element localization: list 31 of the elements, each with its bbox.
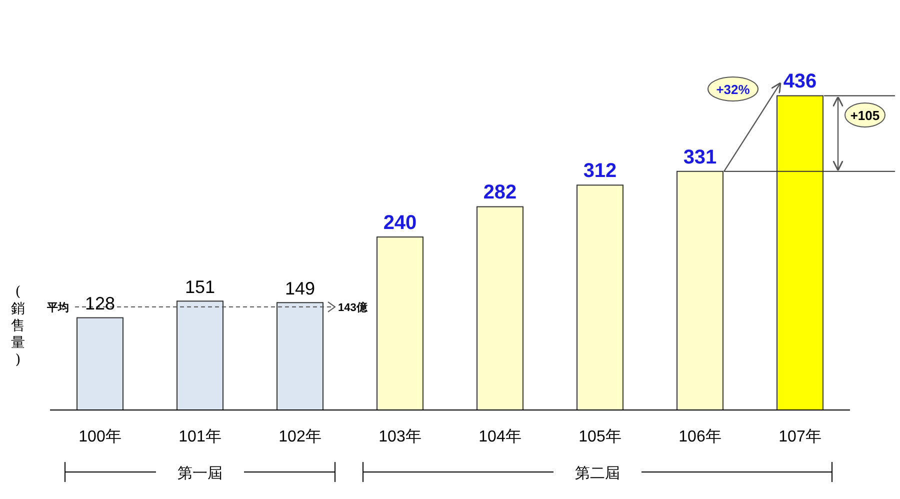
x-tick-label: 100年 [78,428,122,446]
bar [376,236,424,410]
bar [176,300,224,410]
x-tick-label: 107年 [778,428,822,446]
data-label: 312 [583,160,617,182]
x-tick-label: 103年 [378,428,422,446]
bar [776,95,824,410]
text: 第一屆 [178,464,222,482]
data-label: 151 [184,277,216,298]
x-tick-label: 104年 [478,428,522,446]
bar [276,302,324,410]
data-label: 149 [284,278,316,299]
x-tick-label: 105年 [578,428,622,446]
ref-line-label: 143億 [338,300,368,314]
data-label: 436 [783,70,817,93]
bar [476,206,524,410]
bar [76,317,124,410]
bar [676,170,724,410]
annotation: 平均 [46,300,69,314]
data-label: 240 [383,212,417,234]
x-tick-label: 102年 [278,428,322,446]
data-label: 331 [683,146,717,168]
annotation: +32% [716,82,750,97]
y-axis-title: (銷售量) [11,284,25,368]
bar [576,184,624,410]
x-tick-label: 101年 [178,428,222,446]
data-label: 282 [483,182,517,204]
x-tick-label: 106年 [678,428,722,446]
data-label: 128 [84,294,116,314]
text: +105 [850,108,880,123]
text: 第二屆 [575,464,620,482]
